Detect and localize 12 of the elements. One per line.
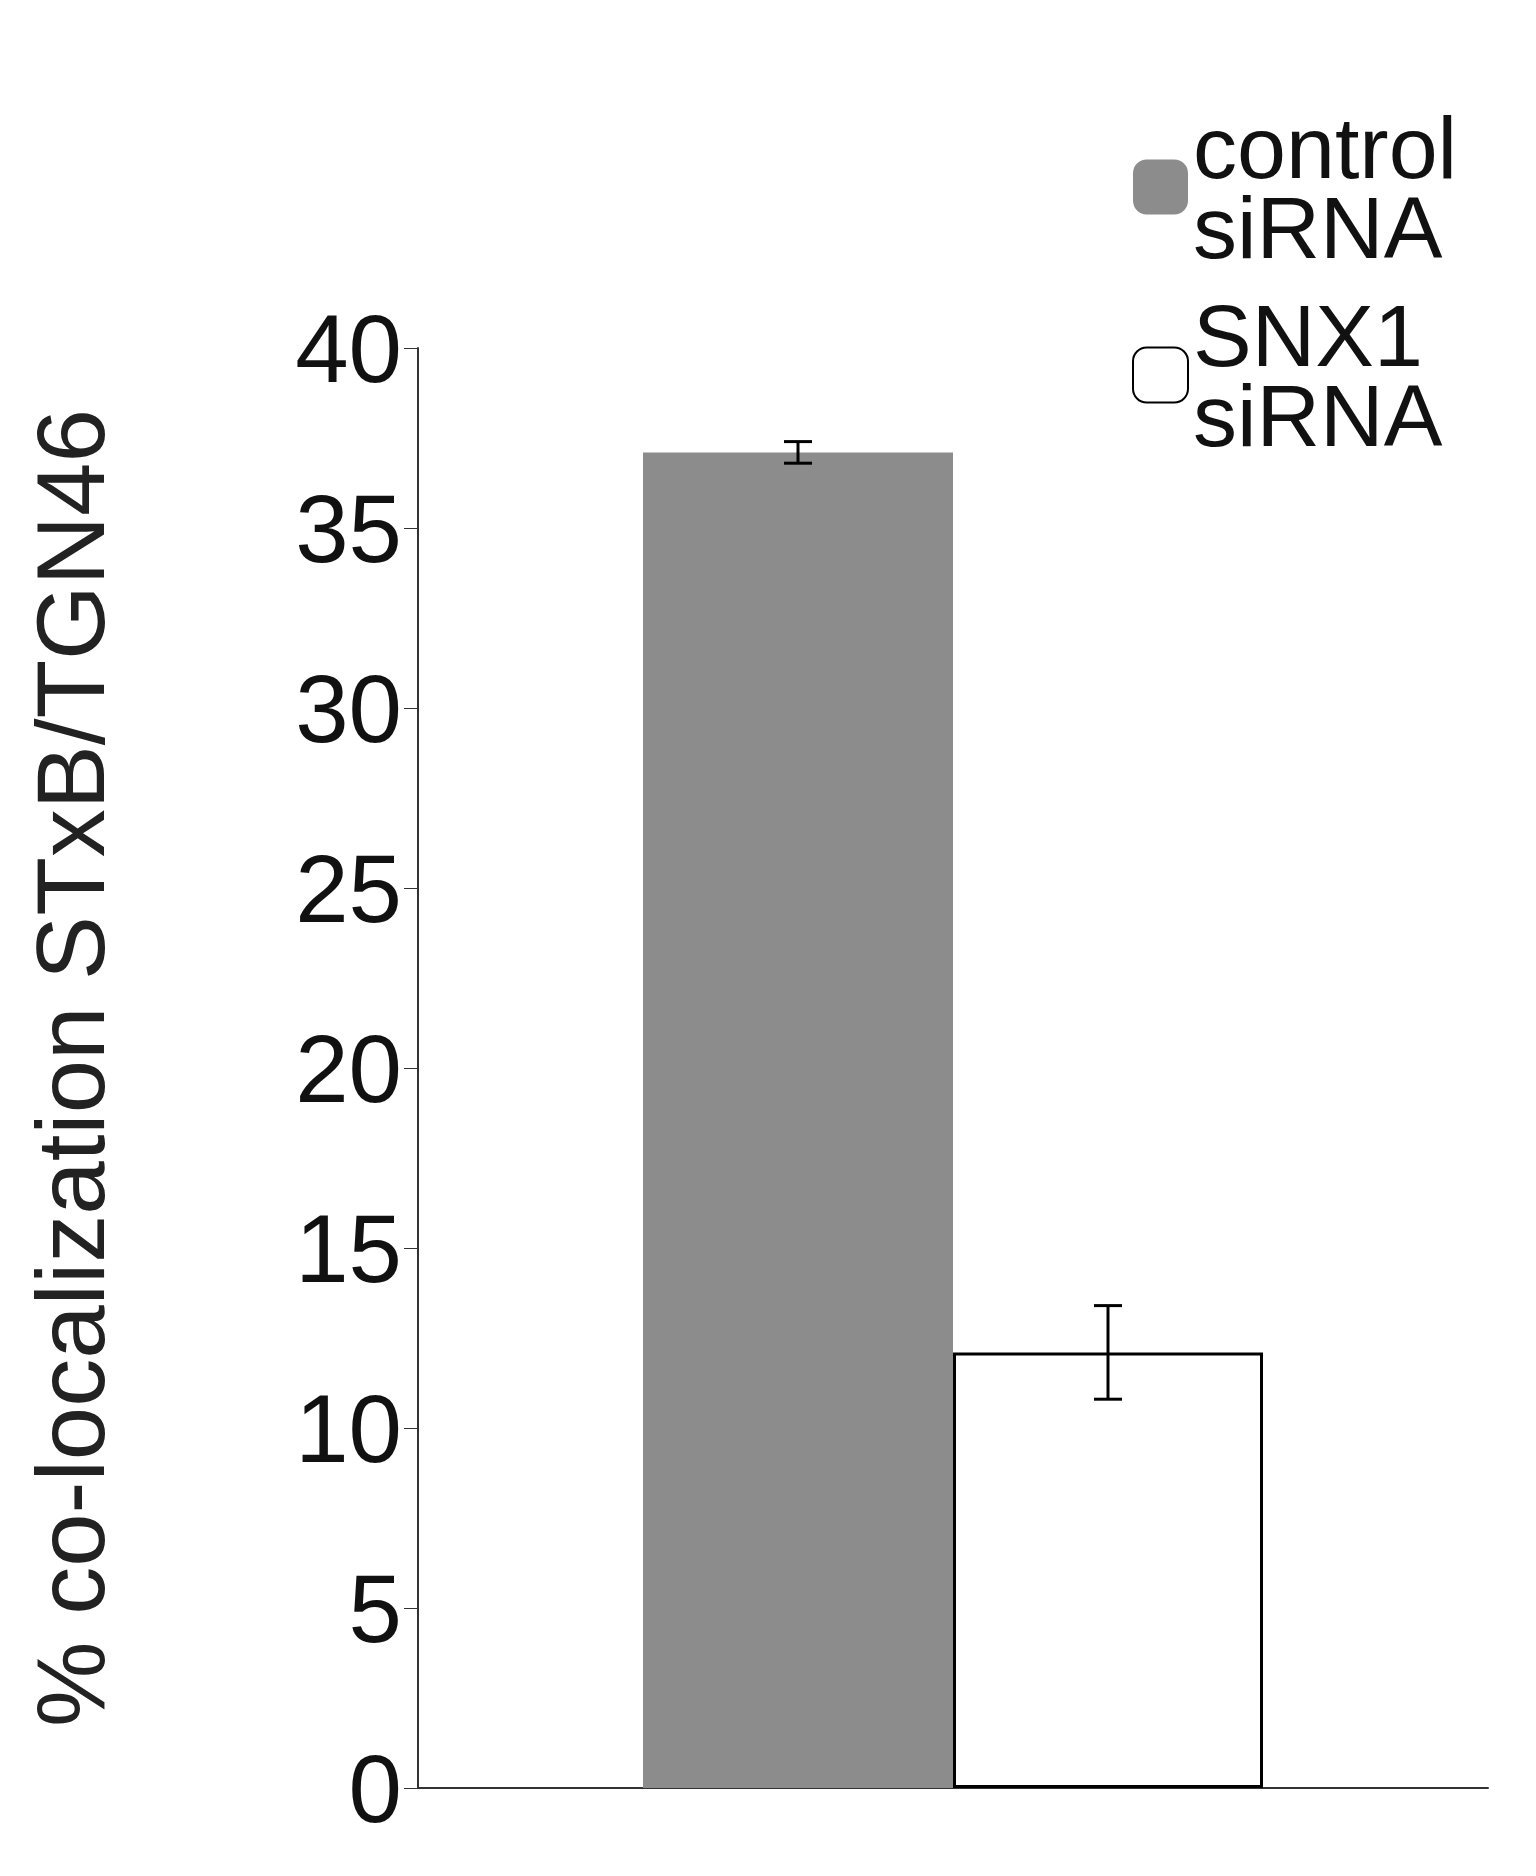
y-tick-label: 35 bbox=[295, 474, 402, 582]
y-axis-title: % co-localization STxB/TGN46 bbox=[16, 409, 124, 1727]
y-tick-label: 15 bbox=[295, 1194, 402, 1302]
legend-label: SNX1 siRNA bbox=[1193, 285, 1448, 465]
y-tick-label: 25 bbox=[295, 834, 402, 942]
y-tick-label: 20 bbox=[295, 1014, 402, 1122]
y-tick-label: 10 bbox=[295, 1374, 402, 1482]
y-tick-label: 30 bbox=[295, 654, 402, 762]
y-tick-label: 5 bbox=[348, 1554, 402, 1662]
y-tick-label: 40 bbox=[295, 294, 402, 402]
legend-label: control siRNA bbox=[1193, 97, 1482, 277]
y-tick-label: 0 bbox=[348, 1734, 402, 1842]
